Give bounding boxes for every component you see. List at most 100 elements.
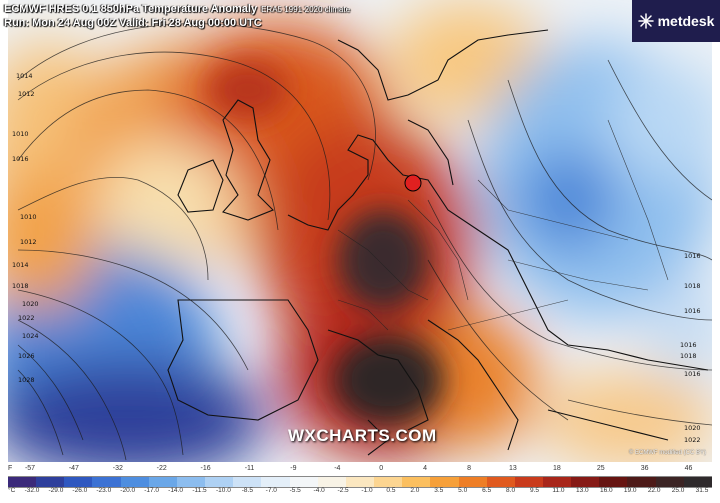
celsius-tick-label: 19.0	[623, 487, 637, 494]
fahrenheit-tick-label: 25	[596, 465, 605, 472]
isobar-label: 1020	[684, 424, 701, 432]
fahrenheit-tick-label: -22	[156, 465, 167, 472]
fahrenheit-tick-label: -11	[244, 465, 255, 472]
celsius-tick-label: 0.5	[386, 487, 396, 494]
scale-swatch	[655, 477, 684, 487]
scale-swatch	[205, 477, 234, 487]
scale-swatch	[430, 477, 459, 487]
climate-reference: ERA5 1991-2020 climate	[261, 5, 351, 14]
brand-name: metdesk	[657, 13, 715, 29]
fahrenheit-tick-label: 8	[467, 465, 471, 472]
scale-swatch	[458, 477, 487, 487]
celsius-tick-label: 16.0	[599, 487, 613, 494]
isobar-label: 1014	[12, 261, 29, 269]
isobar-label: 1012	[20, 238, 37, 246]
isobar-label: 1010	[12, 130, 29, 138]
anomaly-core	[208, 60, 443, 425]
celsius-tick-label: -8.5	[241, 487, 253, 494]
celsius-tick-label: -7.0	[265, 487, 277, 494]
fahrenheit-tick-label: 18	[552, 465, 561, 472]
credit-text: © ECMWF modified (CC BY)	[628, 450, 706, 456]
isobar-label: 1018	[12, 282, 29, 290]
fahrenheit-tick-label: -4	[334, 465, 341, 472]
isobar-label: 1026	[18, 352, 35, 360]
celsius-tick-label: 2.0	[410, 487, 420, 494]
celsius-tick-label: -17.0	[144, 487, 160, 494]
isobar-label: 1012	[18, 90, 35, 98]
celsius-tick-label: 3.5	[434, 487, 444, 494]
scale-swatch	[36, 477, 65, 487]
color-scale-bar	[8, 476, 712, 488]
isobar-label: 1022	[18, 314, 35, 322]
scale-swatch	[176, 477, 206, 487]
celsius-tick-label: -20.0	[120, 487, 136, 494]
celsius-unit: °C	[8, 487, 16, 494]
celsius-tick-label: -14.0	[168, 487, 183, 494]
celsius-tick-label: -4.0	[313, 487, 325, 494]
isobar-label: 1016	[684, 307, 701, 315]
celsius-tick-label: -2.5	[337, 487, 349, 494]
scale-swatch	[233, 477, 262, 487]
fahrenheit-tick-label: 36	[640, 465, 649, 472]
celsius-tick-label: 11.0	[552, 487, 565, 494]
scale-swatch	[374, 477, 403, 487]
fahrenheit-tick-label: -9	[290, 465, 297, 472]
celsius-tick-label: 25.0	[671, 487, 685, 494]
isobar-label: 1016	[12, 155, 29, 163]
isobar-label: 1014	[16, 72, 33, 80]
isobar-label: 1022	[684, 436, 701, 444]
scale-swatch	[261, 477, 290, 487]
isobar-label: 1016	[684, 252, 701, 260]
scale-swatch	[64, 477, 93, 487]
scale-swatch	[289, 477, 318, 487]
celsius-tick-label: -29.0	[48, 487, 64, 494]
map-title: ECMWF HRES 0.1 850hPa Temperature Anomal…	[4, 3, 350, 15]
isobar-label: 1010	[20, 213, 37, 221]
celsius-tick-label: 8.0	[506, 487, 516, 494]
scale-swatch	[627, 477, 656, 487]
isobar-label: 1024	[22, 332, 39, 340]
celsius-tick-label: -26.0	[72, 487, 88, 494]
fahrenheit-tick-label: -57	[24, 465, 36, 472]
celsius-tick-label: 6.5	[482, 487, 492, 494]
scale-swatch	[542, 477, 572, 487]
fahrenheit-tick-label: 46	[684, 465, 693, 472]
celsius-tick-label: -10.0	[216, 487, 231, 494]
metdesk-logo-icon	[637, 13, 654, 29]
watermark: WXCHARTS.COM	[288, 426, 437, 445]
run-valid-line: Run: Mon 24 Aug 00Z Valid: Fri 28 Aug 00…	[4, 17, 262, 29]
isobar-lines	[17, 23, 712, 461]
map-canvas	[8, 0, 712, 462]
model-title: ECMWF HRES 0.1 850hPa Temperature Anomal…	[4, 3, 258, 15]
brand-logo[interactable]: metdesk	[632, 0, 720, 42]
isobar-label: 1020	[22, 300, 39, 308]
celsius-tick-label: -32.0	[24, 487, 40, 494]
isobar-label: 1016	[684, 370, 701, 378]
scale-swatch	[345, 477, 375, 487]
isobar-label: 1018	[680, 352, 697, 360]
scale-swatch	[402, 477, 431, 487]
scale-swatch	[486, 477, 515, 487]
scale-swatch	[514, 477, 543, 487]
celsius-tick-label: -5.5	[289, 487, 301, 494]
celsius-tick-label: 5.0	[458, 487, 468, 494]
scale-swatch	[120, 477, 149, 487]
fahrenheit-tick-label: -32	[112, 465, 123, 472]
celsius-tick-label: 13.0	[576, 487, 589, 494]
isobar-label: 1016	[680, 341, 697, 349]
temperature-anomaly-map[interactable]: 1014 1012 1010 1016 1010 1012 1014 1018 …	[8, 0, 712, 462]
fahrenheit-tick-label: -47	[68, 465, 79, 472]
fahrenheit-tick-label: 13	[509, 465, 517, 472]
celsius-tick-label: -23.0	[96, 487, 112, 494]
isobar-label: 1028	[18, 376, 35, 384]
fahrenheit-unit: F	[8, 465, 13, 472]
color-scale-legend: F -57 -47 -32 -22 -16 -11 -9 -4 0 4 8 13 18 25 36 46 °C…	[8, 464, 712, 500]
fahrenheit-tick-label: 4	[423, 465, 428, 472]
celsius-tick-label: 9.5	[529, 487, 540, 494]
celsius-tick-label: -11.5	[192, 487, 207, 494]
scale-swatch	[317, 477, 346, 487]
scale-swatch	[92, 477, 121, 487]
red-circle-marker[interactable]	[404, 174, 422, 192]
scale-swatch	[148, 477, 177, 487]
